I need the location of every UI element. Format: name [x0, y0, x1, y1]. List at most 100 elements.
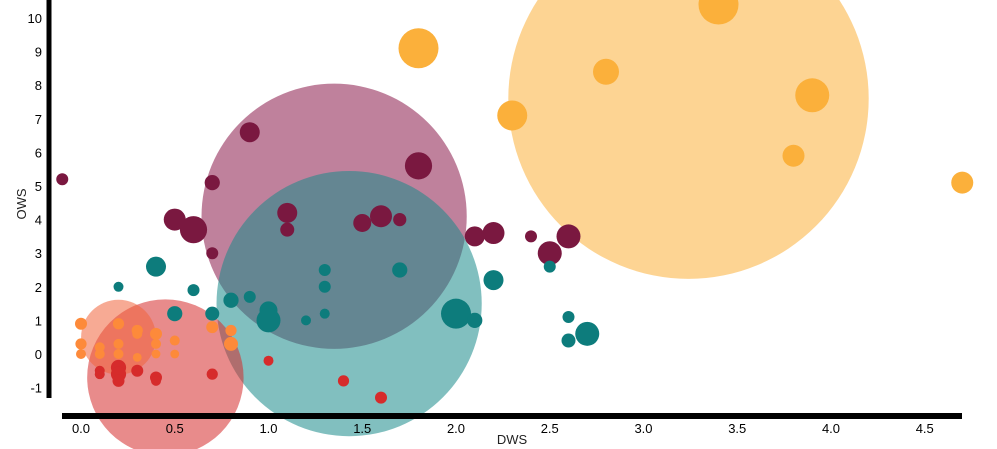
data-point-2-16[interactable]	[483, 270, 504, 291]
data-point-2-2[interactable]	[187, 284, 200, 297]
data-point-0-2[interactable]	[593, 58, 619, 85]
data-point-4-16[interactable]	[206, 321, 219, 334]
data-point-4-17[interactable]	[225, 324, 237, 337]
x-tick-label: 0.5	[166, 421, 184, 436]
y-tick-label: 6	[35, 145, 42, 160]
data-point-2-18[interactable]	[562, 311, 575, 324]
data-point-2-19[interactable]	[561, 333, 576, 348]
x-tick-label: 1.5	[353, 421, 371, 436]
data-point-4-4[interactable]	[94, 349, 105, 359]
data-point-2-20[interactable]	[575, 321, 600, 346]
data-point-2-12[interactable]	[319, 308, 330, 319]
data-point-4-18[interactable]	[224, 336, 238, 351]
data-point-1-3[interactable]	[404, 152, 433, 180]
data-point-2-13[interactable]	[392, 262, 408, 278]
data-point-2-9[interactable]	[301, 315, 311, 326]
data-point-3-4[interactable]	[112, 374, 125, 387]
data-point-4-12[interactable]	[151, 338, 161, 349]
data-point-1-5[interactable]	[179, 216, 208, 244]
data-points	[56, 0, 974, 404]
data-point-3-1[interactable]	[94, 369, 105, 380]
data-point-4-2[interactable]	[76, 349, 86, 359]
y-tick-label: 4	[35, 213, 42, 228]
data-point-4-11[interactable]	[150, 327, 162, 340]
data-point-4-9[interactable]	[132, 328, 143, 339]
data-point-1-10[interactable]	[393, 213, 407, 227]
data-point-3-11[interactable]	[375, 391, 387, 404]
x-tick-label: 2.5	[541, 421, 559, 436]
data-point-1-9[interactable]	[370, 205, 392, 228]
data-point-0-1[interactable]	[398, 28, 439, 69]
data-point-1-8[interactable]	[353, 213, 372, 232]
data-point-4-0[interactable]	[75, 317, 87, 330]
x-tick-label: 1.0	[259, 421, 277, 436]
data-point-1-6[interactable]	[277, 202, 298, 223]
data-point-2-3[interactable]	[223, 292, 239, 308]
data-point-0-5[interactable]	[782, 144, 805, 167]
data-point-1-14[interactable]	[537, 241, 562, 266]
data-point-1-11[interactable]	[464, 226, 485, 247]
y-tick-label: 5	[35, 179, 42, 194]
data-point-2-5[interactable]	[167, 306, 183, 322]
data-point-3-5[interactable]	[131, 364, 144, 377]
data-point-1-15[interactable]	[556, 224, 581, 249]
y-tick-label: 7	[35, 112, 42, 127]
data-point-4-1[interactable]	[75, 338, 87, 350]
data-point-0-6[interactable]	[951, 171, 974, 194]
data-point-2-17[interactable]	[543, 260, 556, 273]
data-point-2-8[interactable]	[256, 308, 281, 333]
cluster-circles	[81, 0, 869, 449]
data-point-2-0[interactable]	[146, 256, 166, 277]
data-point-1-13[interactable]	[525, 230, 537, 243]
data-point-3-10[interactable]	[337, 375, 350, 387]
data-point-1-2[interactable]	[204, 175, 220, 191]
data-point-4-6[interactable]	[113, 338, 124, 349]
x-tick-label: 2.0	[447, 421, 465, 436]
data-point-1-7[interactable]	[280, 222, 295, 237]
y-tick-label: 8	[35, 78, 42, 93]
data-point-4-7[interactable]	[113, 349, 124, 359]
data-point-1-1[interactable]	[239, 122, 260, 143]
data-point-4-13[interactable]	[151, 349, 161, 359]
x-tick-label: 3.5	[728, 421, 746, 436]
x-tick-labels: 0.0 0.5 1.0 1.5 2.0 2.5 3.0 3.5 4.0 4.5	[72, 421, 934, 436]
data-point-3-9[interactable]	[263, 355, 274, 366]
cluster-circle-2	[216, 171, 482, 437]
data-point-2-6[interactable]	[205, 306, 220, 321]
data-point-2-4[interactable]	[243, 290, 256, 303]
data-point-2-10[interactable]	[318, 264, 331, 276]
y-tick-label: 1	[35, 313, 42, 328]
x-tick-label: 4.0	[822, 421, 840, 436]
data-point-1-12[interactable]	[482, 222, 505, 245]
x-tick-label: 4.5	[916, 421, 934, 436]
x-axis-title: DWS	[497, 432, 528, 447]
data-point-0-4[interactable]	[497, 100, 528, 131]
data-point-2-14[interactable]	[441, 298, 471, 329]
y-tick-labels: -1 0 1 2 3 4 5 6 7 8 9 10	[28, 11, 42, 396]
data-point-1-16[interactable]	[206, 247, 219, 260]
data-point-1-0[interactable]	[56, 173, 69, 186]
x-tick-label: 0.0	[72, 421, 90, 436]
data-point-4-10[interactable]	[132, 352, 142, 362]
y-tick-label: 3	[35, 246, 42, 261]
y-tick-label: 0	[35, 347, 42, 362]
data-point-0-3[interactable]	[795, 78, 830, 113]
data-point-3-8[interactable]	[206, 368, 218, 380]
data-point-4-14[interactable]	[169, 335, 180, 346]
data-point-2-1[interactable]	[113, 281, 124, 292]
data-point-1-4[interactable]	[163, 208, 186, 231]
y-tick-label: 2	[35, 280, 42, 295]
y-tick-label: -1	[30, 381, 42, 396]
data-point-4-15[interactable]	[170, 349, 180, 359]
data-point-4-5[interactable]	[112, 318, 125, 330]
y-tick-label: 10	[28, 11, 42, 26]
x-tick-label: 3.0	[634, 421, 652, 436]
data-point-2-11[interactable]	[318, 280, 331, 293]
data-point-3-7[interactable]	[151, 375, 161, 386]
y-axis-title: OWS	[14, 188, 29, 219]
axes: 0.0 0.5 1.0 1.5 2.0 2.5 3.0 3.5 4.0 4.5 -1 0 1 2 3 4 5 6…	[14, 0, 962, 447]
y-tick-label: 9	[35, 45, 42, 60]
data-point-2-15[interactable]	[467, 312, 483, 328]
data-point-0-0[interactable]	[698, 0, 739, 25]
